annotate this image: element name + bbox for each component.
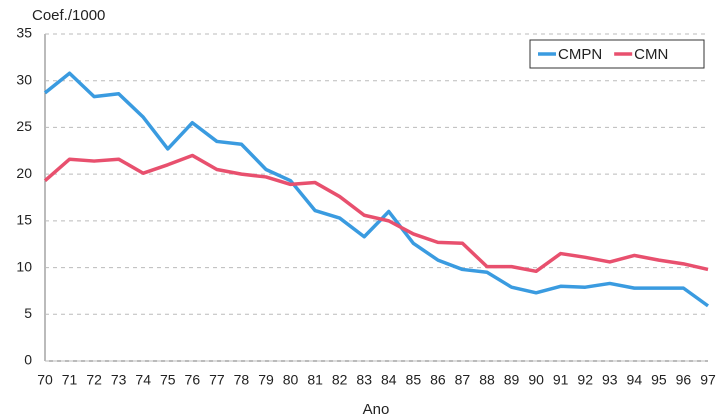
x-tick-label: 84 bbox=[381, 372, 397, 388]
y-tick-label: 10 bbox=[16, 258, 32, 274]
y-tick-label: 30 bbox=[16, 71, 32, 87]
x-tick-label: 87 bbox=[455, 372, 471, 388]
x-tick-label: 91 bbox=[553, 372, 569, 388]
y-tick-label: 5 bbox=[24, 305, 32, 321]
x-tick-label: 93 bbox=[602, 372, 618, 388]
x-tick-label: 80 bbox=[283, 372, 299, 388]
x-tick-label: 89 bbox=[504, 372, 520, 388]
y-tick-label: 0 bbox=[24, 352, 32, 368]
x-tick-label: 75 bbox=[160, 372, 176, 388]
x-tick-label: 77 bbox=[209, 372, 225, 388]
x-tick-label: 94 bbox=[627, 372, 643, 388]
x-tick-label: 97 bbox=[700, 372, 716, 388]
x-tick-label: 79 bbox=[258, 372, 274, 388]
x-tick-label: 74 bbox=[135, 372, 151, 388]
y-tick-label: 15 bbox=[16, 212, 32, 228]
x-tick-label: 92 bbox=[577, 372, 593, 388]
x-tick-label: 85 bbox=[406, 372, 422, 388]
x-tick-label: 71 bbox=[62, 372, 78, 388]
legend-label: CMPN bbox=[558, 46, 602, 63]
x-tick-label: 86 bbox=[430, 372, 446, 388]
series-line bbox=[43, 153, 709, 274]
x-tick-label: 76 bbox=[185, 372, 201, 388]
x-tick-label: 82 bbox=[332, 372, 348, 388]
y-tick-label: 35 bbox=[16, 25, 32, 41]
y-tick-label: 20 bbox=[16, 165, 32, 181]
legend-label: CMN bbox=[634, 46, 668, 63]
x-tick-label: 81 bbox=[307, 372, 323, 388]
x-tick-label: 72 bbox=[86, 372, 102, 388]
y-axis-label: Coef./1000 bbox=[32, 7, 105, 24]
x-tick-label: 90 bbox=[528, 372, 544, 388]
x-tick-label: 83 bbox=[356, 372, 372, 388]
x-tick-label: 96 bbox=[676, 372, 692, 388]
x-tick-label: 73 bbox=[111, 372, 127, 388]
x-tick-label: 78 bbox=[234, 372, 250, 388]
y-tick-label: 25 bbox=[16, 118, 32, 134]
x-tick-label: 88 bbox=[479, 372, 495, 388]
x-tick-label: 95 bbox=[651, 372, 667, 388]
x-tick-label: 70 bbox=[37, 372, 53, 388]
series-line bbox=[43, 71, 710, 308]
x-axis-label: Ano bbox=[363, 401, 390, 418]
